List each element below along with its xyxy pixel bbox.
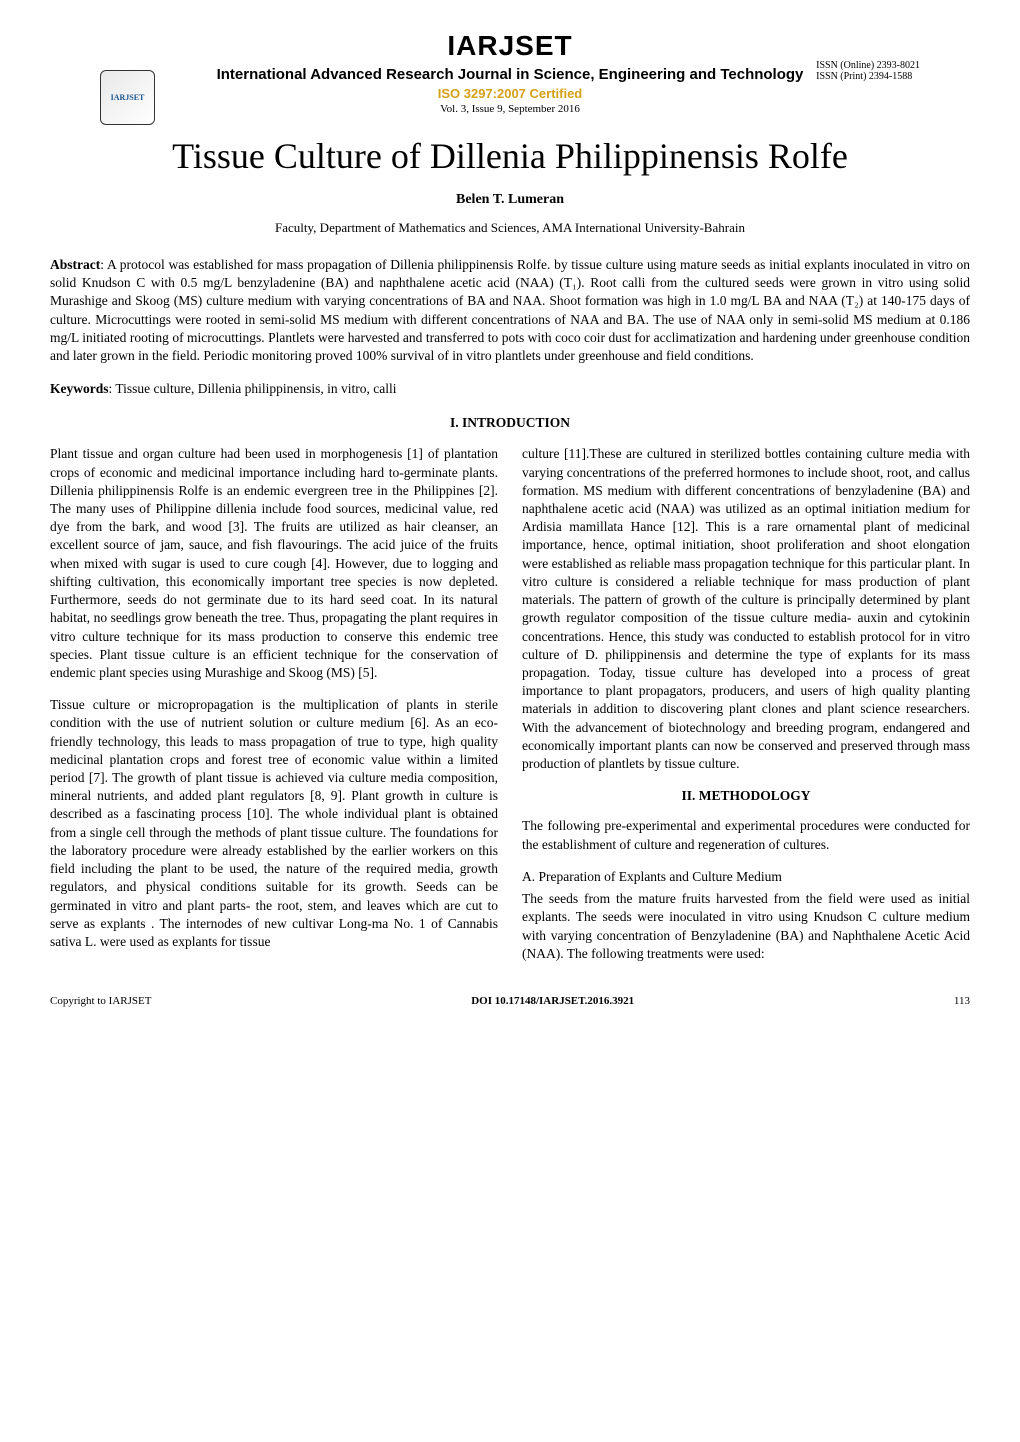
iso-certification: ISO 3297:2007 Certified (50, 86, 970, 101)
issn-block: ISSN (Online) 2393-8021 ISSN (Print) 239… (816, 60, 920, 82)
logo-text: IARJSET (111, 93, 145, 102)
journal-name: IARJSET (447, 30, 572, 61)
journal-logo: IARJSET (100, 70, 155, 125)
left-column: Plant tissue and organ culture had been … (50, 445, 498, 965)
intro-paragraph-3: culture [11].These are cultured in steri… (522, 445, 970, 773)
methodology-heading: II. METHODOLOGY (522, 787, 970, 805)
footer-doi: DOI 10.17148/IARJSET.2016.3921 (471, 995, 634, 1007)
volume-issue: Vol. 3, Issue 9, September 2016 (50, 103, 970, 115)
page-footer: Copyright to IARJSET DOI 10.17148/IARJSE… (50, 995, 970, 1007)
intro-paragraph-2: Tissue culture or micropropagation is th… (50, 696, 498, 951)
footer-copyright: Copyright to IARJSET (50, 995, 151, 1007)
author-affiliation: Faculty, Department of Mathematics and S… (50, 220, 970, 236)
issn-print: ISSN (Print) 2394-1588 (816, 71, 920, 82)
abstract-label: Abstract (50, 257, 100, 272)
journal-name-wrap: IARJSET (50, 30, 970, 62)
subsection-a-body: The seeds from the mature fruits harvest… (522, 890, 970, 963)
keywords-block: Keywords: Tissue culture, Dillenia phili… (50, 381, 970, 397)
subsection-a-heading: A. Preparation of Explants and Culture M… (522, 868, 970, 886)
two-column-body: Plant tissue and organ culture had been … (50, 445, 970, 965)
keywords-text: : Tissue culture, Dillenia philippinensi… (109, 381, 397, 396)
footer-page-number: 113 (954, 995, 970, 1007)
abstract-block: Abstract: A protocol was established for… (50, 256, 970, 365)
keywords-label: Keywords (50, 381, 109, 396)
methodology-intro: The following pre-experimental and exper… (522, 817, 970, 853)
introduction-heading: I. INTRODUCTION (50, 415, 970, 431)
intro-paragraph-1: Plant tissue and organ culture had been … (50, 445, 498, 682)
author-name: Belen T. Lumeran (50, 192, 970, 208)
issn-online: ISSN (Online) 2393-8021 (816, 60, 920, 71)
paper-title: Tissue Culture of Dillenia Philippinensi… (50, 135, 970, 177)
page-header: IARJSET ISSN (Online) 2393-8021 ISSN (Pr… (50, 30, 970, 115)
right-column: culture [11].These are cultured in steri… (522, 445, 970, 965)
abstract-text: : A protocol was established for mass pr… (50, 257, 970, 363)
